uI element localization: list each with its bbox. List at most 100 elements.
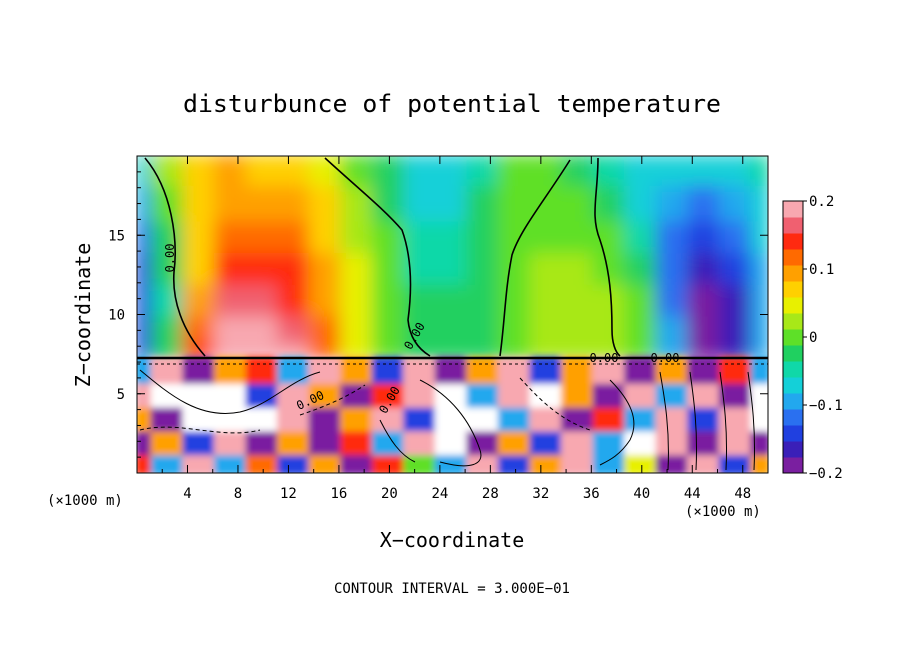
contour-interval-note: CONTOUR INTERVAL = 3.000E−01 (334, 581, 570, 597)
heatmap-cell (497, 451, 534, 473)
contour-line (299, 384, 366, 416)
heatmap-cell (308, 312, 345, 345)
contour-line (719, 371, 728, 471)
heatmap-cell (403, 451, 439, 473)
contour-line (419, 379, 482, 467)
heatmap-cell (150, 379, 187, 408)
x-tick-label: 4 (183, 486, 191, 502)
heatmap-cell (655, 312, 692, 345)
x-tick-label: 48 (734, 486, 751, 502)
heatmap-cell (213, 217, 250, 254)
heatmap-cell (213, 427, 250, 456)
heatmap-cell (308, 217, 345, 254)
heatmap-cell (340, 379, 376, 408)
contour-line (747, 371, 756, 471)
heatmap-cell (434, 217, 471, 254)
heatmap-cell (182, 156, 218, 186)
x-tick-label: 32 (532, 486, 549, 502)
heatmap-cell (434, 156, 471, 186)
colorbar-swatch (783, 233, 803, 250)
heatmap-cell (750, 379, 768, 408)
heatmap-cell (245, 312, 281, 345)
heatmap-cell (137, 217, 155, 254)
heatmap-cell (655, 340, 692, 361)
heatmap-cell (245, 181, 281, 222)
heatmap-cell (245, 280, 281, 317)
heatmap-cell (182, 427, 218, 456)
heatmap-cell (213, 451, 250, 473)
contour-line (659, 371, 669, 471)
heatmap-cell (308, 340, 345, 361)
heatmap-cell (466, 280, 502, 317)
heatmap-cell (750, 427, 768, 456)
heatmap-cell (137, 181, 155, 222)
heatmap-cell (466, 451, 502, 473)
heatmap-cell (560, 427, 597, 456)
heatmap-cell (340, 427, 376, 456)
heatmap-cell (371, 451, 408, 473)
colorbar-tick-label: 0.2 (809, 194, 834, 210)
heatmap-cell (529, 181, 565, 222)
heatmap-cell (182, 403, 218, 432)
colorbar-swatch (783, 393, 803, 410)
heatmap-cell (150, 280, 187, 317)
heatmap-cell (718, 451, 755, 473)
upper-layer-field (137, 156, 768, 361)
heatmap-cell (687, 340, 723, 361)
y-tick-label: 10 (108, 308, 125, 324)
heatmap-cell (750, 181, 768, 222)
heatmap-cell (497, 356, 534, 384)
heatmap-cell (592, 451, 629, 473)
heatmap-cell (592, 249, 629, 285)
colorbar-tick-label: 0.1 (809, 262, 834, 278)
x-tick-label: 24 (431, 486, 448, 502)
heatmap-cell (434, 427, 471, 456)
heatmap-cell (497, 379, 534, 408)
heatmap-cell (340, 156, 376, 186)
heatmap-cell (276, 280, 313, 317)
heatmap-cell (718, 427, 755, 456)
heatmap-cell (371, 280, 408, 317)
heatmap-cell (750, 280, 768, 317)
contour-label: 0.00 (651, 351, 680, 365)
heatmap-cell (718, 249, 755, 285)
heatmap-cell (655, 280, 692, 317)
heatmap-cell (150, 156, 187, 186)
heatmap-cell (750, 356, 768, 384)
heatmap-cell (466, 340, 502, 361)
heatmap-cell (276, 312, 313, 345)
heatmap-cell (340, 312, 376, 345)
heatmap-cell (718, 181, 755, 222)
heatmap-cell (624, 280, 660, 317)
heatmap-cell (213, 181, 250, 222)
heatmap-cell (403, 427, 439, 456)
heatmap-cell (560, 379, 597, 408)
contour-line (379, 419, 416, 463)
colorbar-tick-label: 0 (809, 330, 817, 346)
heatmap-cell (592, 427, 629, 456)
heatmap-cell (403, 356, 439, 384)
heatmap-cell (624, 379, 660, 408)
heatmap-cell (137, 403, 155, 432)
x-tick-label: 44 (684, 486, 701, 502)
colorbar-swatch (783, 409, 803, 426)
heatmap-cell (624, 217, 660, 254)
heatmap-cell (434, 451, 471, 473)
heatmap-cell (560, 249, 597, 285)
heatmap-cell (403, 403, 439, 432)
heatmap-cell (182, 312, 218, 345)
x-tick-label: 8 (234, 486, 242, 502)
colorbar-swatch (783, 217, 803, 234)
heatmap-cell (687, 217, 723, 254)
contour-lines (139, 157, 756, 471)
heatmap-cell (276, 356, 313, 384)
colorbar-swatch (783, 361, 803, 378)
heatmap-cell (150, 249, 187, 285)
heatmap-cell (434, 280, 471, 317)
x-tick-label: 12 (280, 486, 297, 502)
heatmap-cell (403, 156, 439, 186)
heatmap-cell (592, 312, 629, 345)
heatmap-cell (371, 403, 408, 432)
heatmap-cell (150, 356, 187, 384)
